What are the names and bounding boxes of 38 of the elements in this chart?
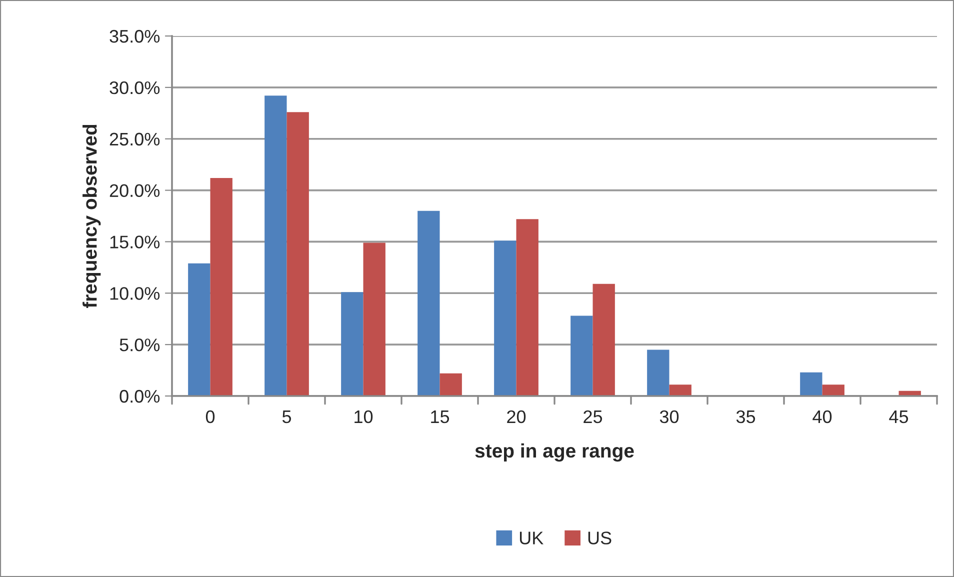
bar (494, 240, 516, 396)
bar (264, 96, 287, 396)
x-tick-label: 20 (507, 410, 526, 424)
bar (341, 292, 364, 396)
y-axis-title: frequency observed (82, 124, 101, 308)
x-axis-title: step in age range (475, 443, 634, 462)
bar (363, 242, 386, 396)
legend-label: US (588, 532, 612, 544)
bar (822, 384, 844, 396)
bar (592, 284, 615, 396)
y-tick-label: 25.0% (110, 132, 160, 146)
x-tick-label: 10 (354, 410, 373, 424)
legend-label: UK (520, 532, 544, 544)
y-tick-label: 35.0% (110, 30, 160, 43)
y-tick-label: 15.0% (110, 236, 160, 248)
bar (418, 210, 440, 396)
bar (800, 372, 822, 396)
bar (286, 112, 309, 396)
bar (440, 373, 462, 396)
x-tick-label: 40 (812, 410, 832, 424)
x-tick-label: 5 (282, 410, 292, 424)
y-tick-label: 0.0% (120, 390, 160, 403)
x-tick-label: 45 (889, 410, 908, 424)
bar (669, 384, 692, 396)
x-tick-label: 35 (736, 410, 756, 424)
x-tick-label: 30 (660, 410, 679, 424)
y-tick-label: 5.0% (120, 338, 160, 352)
x-tick-label: 0 (206, 410, 215, 424)
x-tick-label: 25 (584, 410, 602, 424)
bar (647, 350, 670, 396)
bar (516, 219, 538, 396)
y-tick-label: 20.0% (110, 184, 160, 198)
bar (188, 263, 210, 396)
x-tick-label: 15 (431, 410, 450, 424)
y-tick-label: 30.0% (110, 81, 160, 94)
y-tick-label: 10.0% (110, 287, 160, 300)
bar (210, 178, 232, 396)
bar (570, 316, 593, 396)
